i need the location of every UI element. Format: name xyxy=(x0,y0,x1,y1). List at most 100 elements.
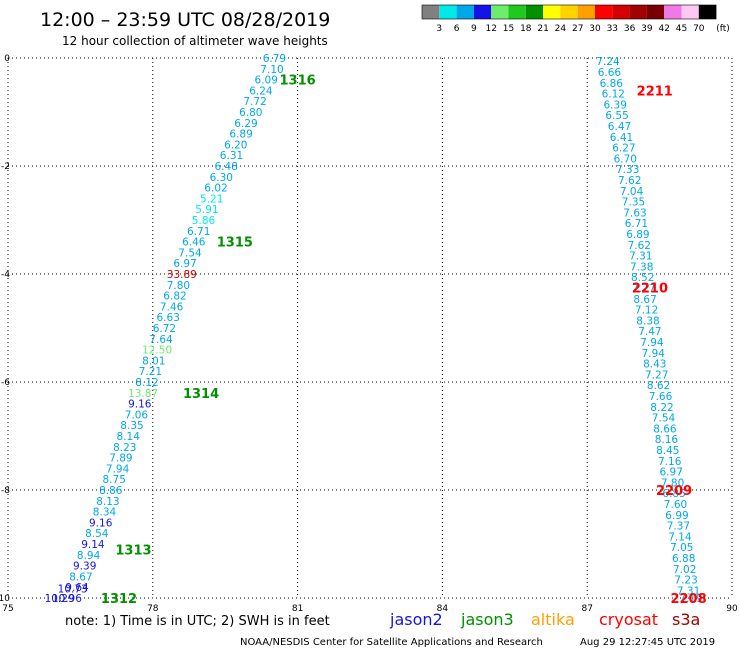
legend-item: s3a xyxy=(672,610,700,629)
note-text: note: 1) Time is in UTC; 2) SWH is in fe… xyxy=(65,614,330,629)
y-axis-ticks: 0 -2 -4 -6 -8 -10 xyxy=(0,54,10,604)
data-point-label: 6.80 xyxy=(239,107,262,119)
data-point-label: 7.27 xyxy=(645,369,668,381)
data-point-label: 6.79 xyxy=(263,53,286,65)
track-label: 2211 xyxy=(637,84,673,99)
data-point-label: 7.94 xyxy=(642,348,666,360)
data-point-label: 8.38 xyxy=(636,315,659,327)
colorbar-swatch xyxy=(577,5,595,19)
track-label: 2208 xyxy=(670,592,706,607)
data-point-label: 5.86 xyxy=(192,215,216,227)
footer-text: NOAA/NESDIS Center for Satellite Applica… xyxy=(240,637,543,648)
data-point-label: 8.35 xyxy=(120,420,143,432)
colorbar-swatch xyxy=(491,5,509,19)
data-point-label: 6.12 xyxy=(602,89,625,101)
data-point-label: 8.23 xyxy=(113,442,136,454)
data-point-label: 7.63 xyxy=(623,207,646,219)
track-label: 2210 xyxy=(632,282,668,297)
data-point-label: 7.38 xyxy=(630,261,653,273)
data-point-label: 6.89 xyxy=(626,229,649,241)
colorbar-swatch xyxy=(456,5,474,19)
y-tick-label: -10 xyxy=(0,594,10,604)
data-point-label: 6.47 xyxy=(608,121,631,133)
data-point-label: 6.97 xyxy=(660,467,683,479)
chart-subtitle: 12 hour collection of altimeter wave hei… xyxy=(62,34,328,48)
data-point-label: 7.21 xyxy=(139,366,162,378)
data-point-label: 6.30 xyxy=(210,172,233,184)
track-label: 1316 xyxy=(280,74,316,89)
data-point-label: 7.54 xyxy=(652,413,676,425)
data-point-label: 8.67 xyxy=(633,294,656,306)
x-tick-label: 75 xyxy=(2,604,13,614)
data-point-label: 8.34 xyxy=(93,507,117,519)
colorbar-swatch xyxy=(560,5,578,19)
data-point-label: 8.54 xyxy=(85,528,109,540)
data-point-label: 7.19 xyxy=(679,593,702,605)
legend-item: altika xyxy=(531,610,575,629)
colorbar-label: 42 xyxy=(658,24,669,34)
colorbar-swatch xyxy=(698,5,717,19)
y-tick-label: -4 xyxy=(1,270,10,280)
data-point-label: 6.99 xyxy=(665,510,688,522)
data-point-label: 6.63 xyxy=(157,312,180,324)
data-point-label: 33.89 xyxy=(167,269,197,281)
colorbar-swatch xyxy=(612,5,630,19)
data-point-label: 8.43 xyxy=(643,359,666,371)
data-point-label: 6.71 xyxy=(625,218,648,230)
data-point-label: 10.73 xyxy=(58,583,88,595)
data-point-label: 6.20 xyxy=(224,139,247,151)
x-tick-label: 84 xyxy=(437,604,449,614)
colorbar-swatch xyxy=(422,5,440,19)
data-point-label: 7.33 xyxy=(616,164,639,176)
data-point-label: 7.66 xyxy=(649,391,673,403)
y-tick-label: 0 xyxy=(4,54,10,64)
data-point-label: 7.02 xyxy=(673,564,696,576)
colorbar-swatch xyxy=(525,5,544,19)
legend-item: jason3 xyxy=(460,610,514,629)
data-point-label: 6.82 xyxy=(163,291,186,303)
colorbar-label: 33 xyxy=(607,24,618,34)
track-label: 1312 xyxy=(101,592,137,607)
data-point-label: 7.31 xyxy=(677,585,700,597)
x-tick-label: 78 xyxy=(147,604,159,614)
data-point-label: 8.01 xyxy=(142,355,165,367)
data-point-label: 7.60 xyxy=(664,499,687,511)
data-point-label: 7.47 xyxy=(638,326,661,338)
data-point-label: 7.94 xyxy=(640,337,664,349)
data-point-label: 6.71 xyxy=(187,226,210,238)
plot-grid xyxy=(7,57,733,599)
data-point-label: 8.75 xyxy=(103,474,126,486)
plot-area xyxy=(8,58,732,598)
data-point-label: 8.14 xyxy=(117,431,141,443)
data-point-label: 12.50 xyxy=(142,345,172,357)
data-point-label: 5.91 xyxy=(195,204,218,216)
satellite-legend: jason2 jason3 altika cryosat s3a xyxy=(389,610,700,629)
data-point-label: 8.12 xyxy=(135,377,158,389)
colorbar: 3 6 9 12 15 18 21 24 27 30 33 36 39 42 45 70 (ft) xyxy=(421,4,730,34)
colorbar-swatch xyxy=(439,5,457,19)
colorbar-label: 15 xyxy=(503,24,514,34)
data-point-label: 7.24 xyxy=(596,56,620,68)
data-point-label: 6.48 xyxy=(215,161,238,173)
data-point-label: 9.16 xyxy=(89,517,113,529)
data-point-label: 6.41 xyxy=(610,132,633,144)
data-point-label: 6.70 xyxy=(614,153,637,165)
data-point-label: 7.94 xyxy=(106,463,130,475)
y-tick-label: -6 xyxy=(1,378,10,388)
data-point-label: 8.16 xyxy=(655,434,679,446)
data-point-label: 8.22 xyxy=(650,402,673,414)
colorbar-frame xyxy=(421,4,717,20)
x-tick-label: 81 xyxy=(292,604,303,614)
data-point-label: 7.12 xyxy=(635,305,658,317)
y-tick-label: -8 xyxy=(1,486,10,496)
data-point-label: 6.24 xyxy=(249,85,273,97)
data-point-label: 7.23 xyxy=(674,575,697,587)
colorbar-label: 9 xyxy=(471,24,477,34)
data-point-label: 6.97 xyxy=(173,258,196,270)
data-point-label: 6.72 xyxy=(153,323,176,335)
data-point-label: 8.52 xyxy=(631,272,654,284)
colorbar-label: 21 xyxy=(537,24,548,34)
colorbar-swatch xyxy=(629,5,647,19)
colorbar-label: 3 xyxy=(436,24,442,34)
data-point-label: 13.87 xyxy=(128,388,158,400)
